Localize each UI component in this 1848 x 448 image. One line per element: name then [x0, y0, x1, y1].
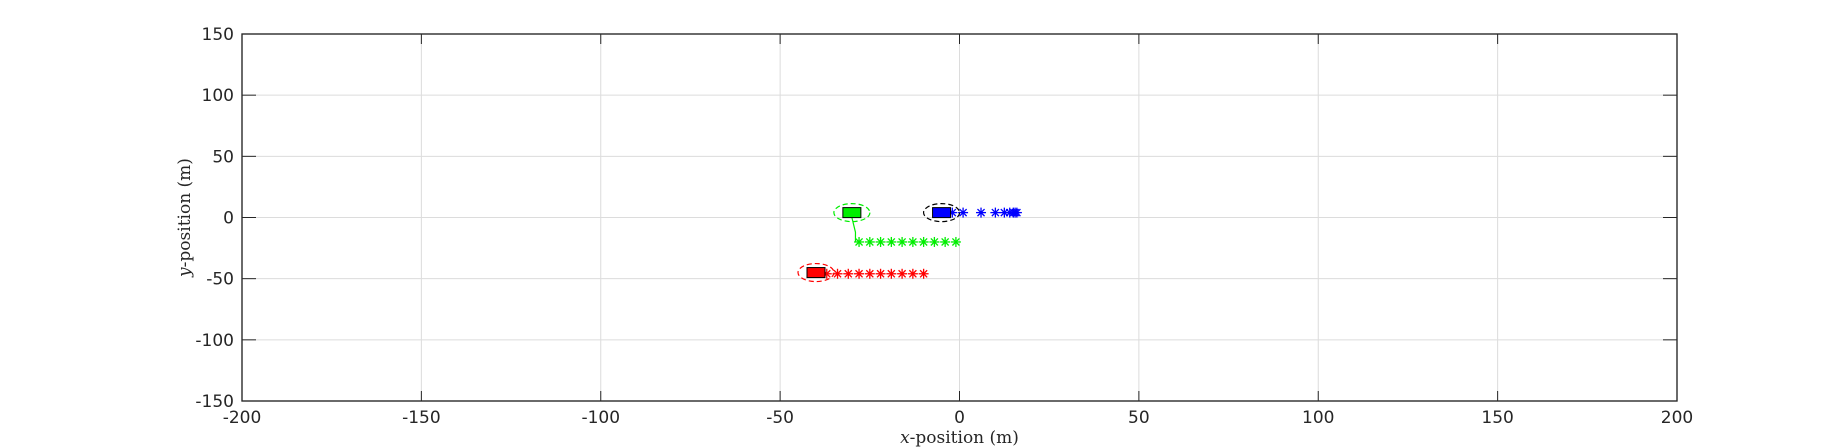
- y-tick-label: -100: [195, 331, 234, 351]
- trajectory-point: [854, 268, 865, 279]
- trajectory-point: [1011, 207, 1022, 218]
- x-tick-label: -150: [402, 408, 441, 428]
- x-tick-label: 50: [1128, 408, 1150, 428]
- plot-area: [797, 203, 1022, 283]
- x-tick-label: 100: [1302, 408, 1334, 428]
- plot-frame-border: [241, 33, 1678, 402]
- x-tick-label: -100: [581, 408, 620, 428]
- trajectory-point: [897, 236, 908, 247]
- trajectory-point: [875, 268, 886, 279]
- x-tick-labels: -200 -150 -100 -50 0 50 100 150 200: [223, 408, 1694, 428]
- vehicle-1: [797, 262, 929, 283]
- trajectory-point: [843, 268, 854, 279]
- y-tick-label: 100: [202, 86, 234, 106]
- y-axis-label-rest: -position (m): [175, 158, 195, 267]
- y-tick-label: 150: [202, 25, 234, 45]
- trajectory-point: [940, 236, 951, 247]
- trajectory-point: [864, 268, 875, 279]
- x-axis-label-rest: -position (m): [910, 428, 1019, 448]
- trajectory-point: [918, 236, 929, 247]
- trajectory-point: [976, 207, 987, 218]
- trajectory-point: [886, 236, 897, 247]
- trajectory-point: [875, 236, 886, 247]
- y-axis-label: y-position (m): [175, 158, 195, 278]
- trajectory-point: [854, 236, 865, 247]
- trajectory-point: [864, 236, 875, 247]
- x-tick-label: 0: [954, 408, 965, 428]
- x-axis-label-var: x: [900, 428, 910, 448]
- y-tick-label: 50: [212, 147, 234, 167]
- y-tick-label: -50: [206, 270, 234, 290]
- vehicle-uncertainty-ellipse: [797, 262, 835, 283]
- trajectory-point: [907, 268, 918, 279]
- y-tick-label: 0: [223, 209, 234, 229]
- x-tick-label: -50: [766, 408, 794, 428]
- vehicle-3: [922, 203, 1022, 223]
- trajectory-point: [918, 268, 929, 279]
- x-tick-label: -200: [223, 408, 262, 428]
- vehicle-2: [833, 203, 961, 247]
- x-tick-label: 200: [1661, 408, 1693, 428]
- x-axis-label: x-position (m): [900, 428, 1019, 448]
- trajectory-point: [897, 268, 908, 279]
- y-tick-label: -150: [195, 392, 234, 412]
- trajectory-point: [886, 268, 897, 279]
- trajectory-point: [907, 236, 918, 247]
- vehicle-marker: [842, 207, 862, 219]
- trajectory-point: [990, 207, 1001, 218]
- vehicle-uncertainty-ellipse: [833, 203, 871, 223]
- trajectory-point: [929, 236, 940, 247]
- vehicle-uncertainty-ellipse: [922, 203, 961, 223]
- trajectory-point: [950, 236, 961, 247]
- grid: [242, 34, 1677, 401]
- vehicle-marker: [806, 267, 826, 279]
- x-tick-label: 150: [1481, 408, 1513, 428]
- vehicle-marker: [932, 207, 952, 219]
- y-tick-labels: -150 -100 -50 0 50 100 150: [195, 25, 234, 412]
- y-axis-label-var: y: [175, 267, 195, 278]
